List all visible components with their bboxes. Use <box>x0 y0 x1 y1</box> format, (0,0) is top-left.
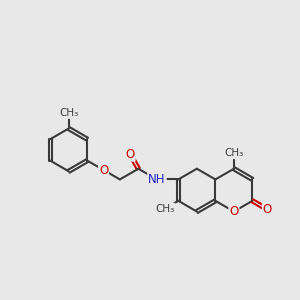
Text: O: O <box>263 203 272 216</box>
Text: O: O <box>125 148 135 161</box>
Text: NH: NH <box>148 173 166 186</box>
Text: O: O <box>229 205 239 218</box>
Text: CH₃: CH₃ <box>59 108 78 118</box>
Text: CH₃: CH₃ <box>224 148 244 158</box>
Text: CH₃: CH₃ <box>155 204 175 214</box>
Text: O: O <box>99 164 108 176</box>
